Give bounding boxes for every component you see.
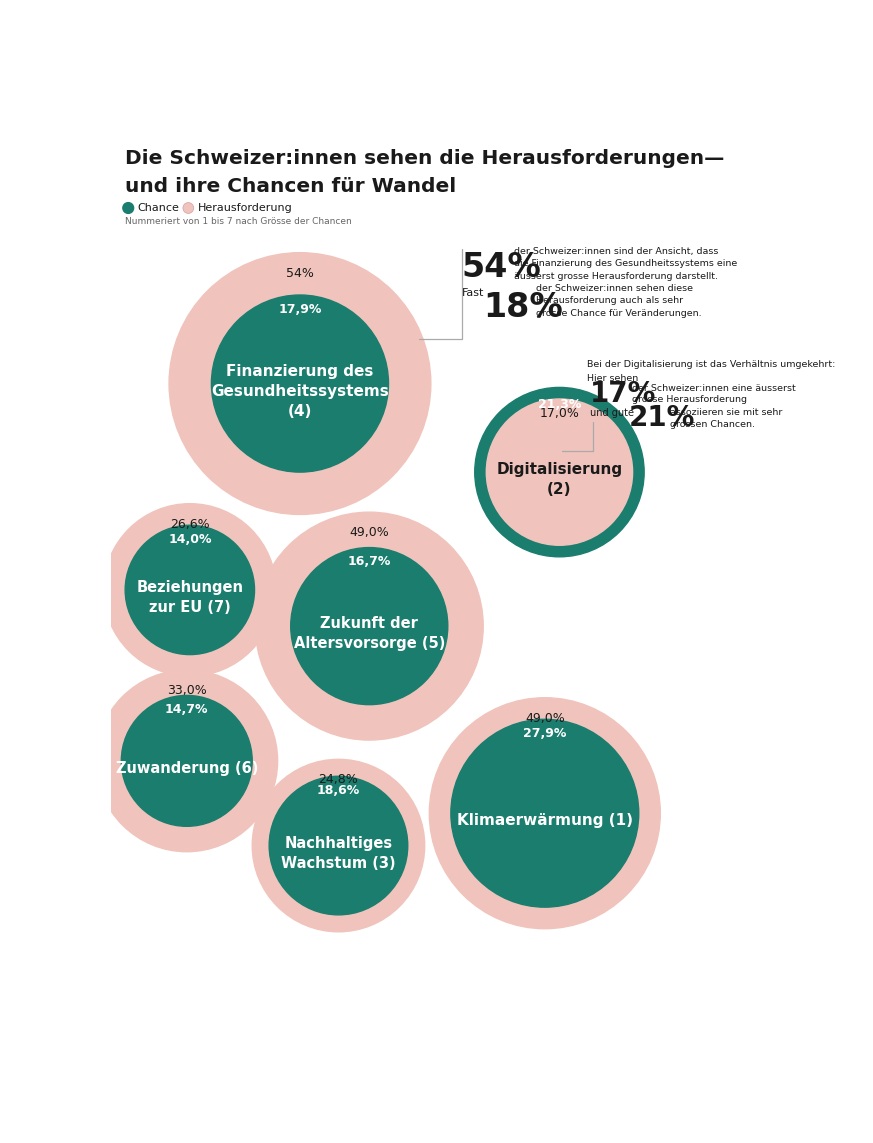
Circle shape — [475, 387, 644, 557]
Text: der Schweizer:innen eine äusserst
grosse Herausforderung: der Schweizer:innen eine äusserst grosse… — [632, 384, 795, 405]
Text: 18,6%: 18,6% — [317, 784, 360, 797]
Text: Beziehungen
zur EU (7): Beziehungen zur EU (7) — [136, 581, 244, 615]
Text: 17,0%: 17,0% — [540, 407, 580, 419]
Text: 54%: 54% — [462, 251, 541, 285]
Text: 21,3%: 21,3% — [538, 398, 581, 411]
Text: 49,0%: 49,0% — [349, 526, 389, 539]
Text: Zukunft der
Altersvorsorge (5): Zukunft der Altersvorsorge (5) — [293, 616, 445, 652]
Text: 14,7%: 14,7% — [165, 703, 209, 717]
Text: Hier sehen: Hier sehen — [588, 374, 638, 383]
Text: 27,9%: 27,9% — [523, 727, 567, 740]
Text: der Schweizer:innen sind der Ansicht, dass
die Finanzierung des Gesundheitssyste: der Schweizer:innen sind der Ansicht, da… — [514, 247, 738, 280]
Text: Die Schweizer:innen sehen die Herausforderungen—: Die Schweizer:innen sehen die Herausford… — [125, 149, 725, 168]
Circle shape — [450, 719, 639, 908]
Text: Zuwanderung (6): Zuwanderung (6) — [115, 761, 258, 776]
Text: 17,9%: 17,9% — [278, 303, 321, 315]
Circle shape — [255, 512, 484, 740]
Text: Herausforderung: Herausforderung — [197, 203, 292, 213]
Text: 21%: 21% — [629, 405, 695, 432]
Text: Klimaerwärmung (1): Klimaerwärmung (1) — [457, 814, 633, 829]
Circle shape — [291, 547, 448, 704]
Text: Finanzierung des
Gesundheitssystems
(4): Finanzierung des Gesundheitssystems (4) — [211, 363, 388, 418]
Text: 33,0%: 33,0% — [167, 684, 207, 697]
Text: 14,0%: 14,0% — [168, 533, 211, 546]
Text: 17%: 17% — [590, 381, 656, 408]
Text: 26,6%: 26,6% — [170, 518, 210, 530]
Text: der Schweizer:innen sehen diese
Herausforderung auch als sehr
grosse Chance für : der Schweizer:innen sehen diese Herausfo… — [535, 285, 701, 318]
Circle shape — [96, 670, 278, 852]
Circle shape — [430, 697, 660, 929]
Text: und gute: und gute — [590, 408, 635, 418]
Text: Fast: Fast — [462, 288, 484, 298]
Circle shape — [183, 202, 194, 214]
Text: 49,0%: 49,0% — [525, 712, 565, 725]
Circle shape — [121, 695, 252, 826]
Circle shape — [169, 253, 431, 514]
Circle shape — [123, 202, 134, 214]
Text: Bei der Digitalisierung ist das Verhältnis umgekehrt:: Bei der Digitalisierung ist das Verhältn… — [588, 360, 835, 369]
Text: 24,8%: 24,8% — [319, 773, 358, 786]
Text: Nachhaltiges
Wachstum (3): Nachhaltiges Wachstum (3) — [281, 836, 395, 871]
Circle shape — [252, 759, 424, 932]
Text: Chance: Chance — [137, 203, 179, 213]
Text: assoziieren sie mit sehr
grossen Chancen.: assoziieren sie mit sehr grossen Chancen… — [670, 408, 783, 429]
Text: Nummeriert von 1 bis 7 nach Grösse der Chancen: Nummeriert von 1 bis 7 nach Grösse der C… — [125, 217, 352, 226]
Text: 18%: 18% — [484, 291, 563, 325]
Circle shape — [104, 504, 276, 677]
Circle shape — [269, 776, 408, 914]
Circle shape — [211, 295, 388, 472]
Text: und ihre Chancen für Wandel: und ihre Chancen für Wandel — [125, 177, 457, 197]
Circle shape — [125, 526, 255, 655]
Text: 16,7%: 16,7% — [347, 555, 391, 568]
Text: Digitalisierung
(2): Digitalisierung (2) — [497, 463, 622, 497]
Circle shape — [486, 399, 633, 545]
Text: 54%: 54% — [286, 266, 314, 280]
